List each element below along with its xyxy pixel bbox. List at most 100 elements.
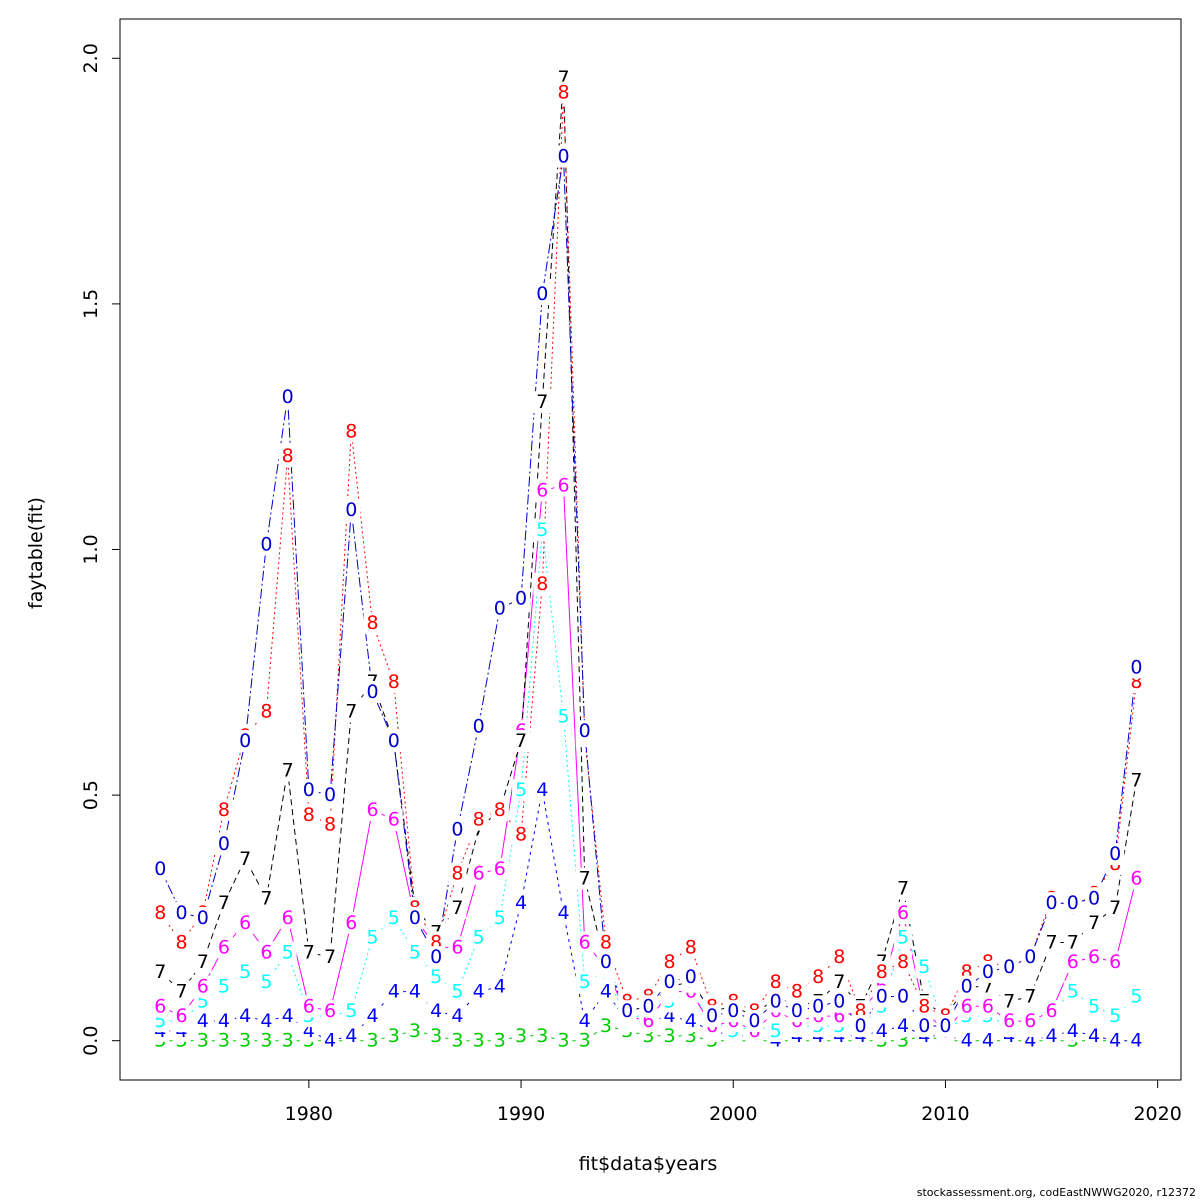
point-background — [533, 391, 552, 414]
point-background — [894, 1014, 913, 1037]
point-background — [1063, 951, 1082, 974]
point-background — [469, 715, 488, 738]
point-background — [1127, 867, 1146, 890]
data-point-4: 4 — [897, 1015, 909, 1037]
x-tick-label: 2010 — [921, 1103, 969, 1125]
data-point-8: 8 — [876, 961, 888, 983]
point-background — [894, 877, 913, 900]
data-point-0: 0 — [961, 976, 973, 998]
point-background — [957, 1029, 976, 1052]
data-point-8: 8 — [536, 573, 548, 595]
data-point-3: 3 — [197, 1030, 209, 1052]
point-background — [236, 730, 255, 753]
data-point-6: 6 — [1067, 951, 1079, 973]
point-background — [830, 970, 849, 993]
point-background — [978, 960, 997, 983]
point-background — [936, 1014, 955, 1037]
data-point-3: 3 — [282, 1030, 294, 1052]
data-point-4: 4 — [536, 779, 548, 801]
point-background — [363, 1029, 382, 1052]
data-point-0: 0 — [748, 1010, 760, 1032]
data-point-8: 8 — [303, 804, 315, 826]
point-background — [193, 1029, 212, 1052]
data-point-8: 8 — [897, 951, 909, 973]
data-point-0: 0 — [260, 534, 272, 556]
point-background — [172, 1005, 191, 1028]
point-background — [469, 862, 488, 885]
data-point-6: 6 — [579, 931, 591, 953]
point-background — [915, 1014, 934, 1037]
x-axis: 1980 1990 2000 2010 2020 — [285, 1079, 1182, 1125]
data-point-0: 0 — [515, 588, 527, 610]
data-point-4: 4 — [1130, 1030, 1142, 1052]
point-background — [554, 145, 573, 168]
data-point-4: 4 — [876, 1020, 888, 1042]
x-tick-label: 2000 — [709, 1103, 757, 1125]
data-point-7: 7 — [1130, 769, 1142, 791]
data-point-3: 3 — [409, 1020, 421, 1042]
data-point-5: 5 — [239, 961, 251, 983]
data-point-8: 8 — [282, 445, 294, 467]
data-point-5: 5 — [1109, 1005, 1121, 1027]
data-point-7: 7 — [897, 877, 909, 899]
point-background — [512, 823, 531, 846]
point-background — [214, 936, 233, 959]
point-background — [1021, 985, 1040, 1008]
point-background — [342, 420, 361, 443]
point-background — [1042, 1000, 1061, 1023]
data-point-0: 0 — [345, 499, 357, 521]
point-background — [1063, 931, 1082, 954]
point-background — [257, 533, 276, 556]
point-background — [214, 1029, 233, 1052]
point-background — [575, 931, 594, 954]
point-background — [469, 980, 488, 1003]
point-background — [448, 936, 467, 959]
point-background — [490, 857, 509, 880]
point-background — [384, 980, 403, 1003]
data-point-7: 7 — [260, 887, 272, 909]
point-background — [894, 926, 913, 949]
point-background — [1106, 843, 1125, 866]
point-background — [299, 995, 318, 1018]
point-background — [427, 946, 446, 969]
point-background — [554, 901, 573, 924]
point-background — [257, 970, 276, 993]
data-point-7: 7 — [579, 868, 591, 890]
data-point-8: 8 — [366, 612, 378, 634]
data-point-8: 8 — [473, 809, 485, 831]
data-point-4: 4 — [685, 1010, 697, 1032]
point-background — [236, 847, 255, 870]
point-background — [257, 1029, 276, 1052]
point-background — [681, 936, 700, 959]
data-point-0: 0 — [1109, 843, 1121, 865]
point-background — [1106, 897, 1125, 920]
point-background — [1127, 985, 1146, 1008]
data-point-8: 8 — [918, 995, 930, 1017]
point-background — [830, 946, 849, 969]
data-point-7: 7 — [1088, 912, 1100, 934]
point-background — [596, 980, 615, 1003]
point-background — [533, 518, 552, 541]
data-point-0: 0 — [642, 995, 654, 1017]
point-background — [830, 990, 849, 1013]
point-background — [172, 931, 191, 954]
point-background — [575, 1010, 594, 1033]
data-point-0: 0 — [1067, 892, 1079, 914]
point-background — [172, 901, 191, 924]
point-background — [278, 386, 297, 409]
data-point-6: 6 — [1088, 946, 1100, 968]
data-point-6: 6 — [388, 809, 400, 831]
data-point-6: 6 — [1024, 1010, 1036, 1032]
point-background — [172, 980, 191, 1003]
point-background — [151, 960, 170, 983]
data-point-4: 4 — [1088, 1025, 1100, 1047]
point-background — [448, 818, 467, 841]
data-point-4: 4 — [409, 981, 421, 1003]
point-background — [512, 892, 531, 915]
data-point-0: 0 — [982, 961, 994, 983]
point-background — [1127, 1029, 1146, 1052]
point-background — [448, 980, 467, 1003]
data-point-4: 4 — [961, 1030, 973, 1052]
point-background — [533, 572, 552, 595]
data-point-4: 4 — [388, 981, 400, 1003]
